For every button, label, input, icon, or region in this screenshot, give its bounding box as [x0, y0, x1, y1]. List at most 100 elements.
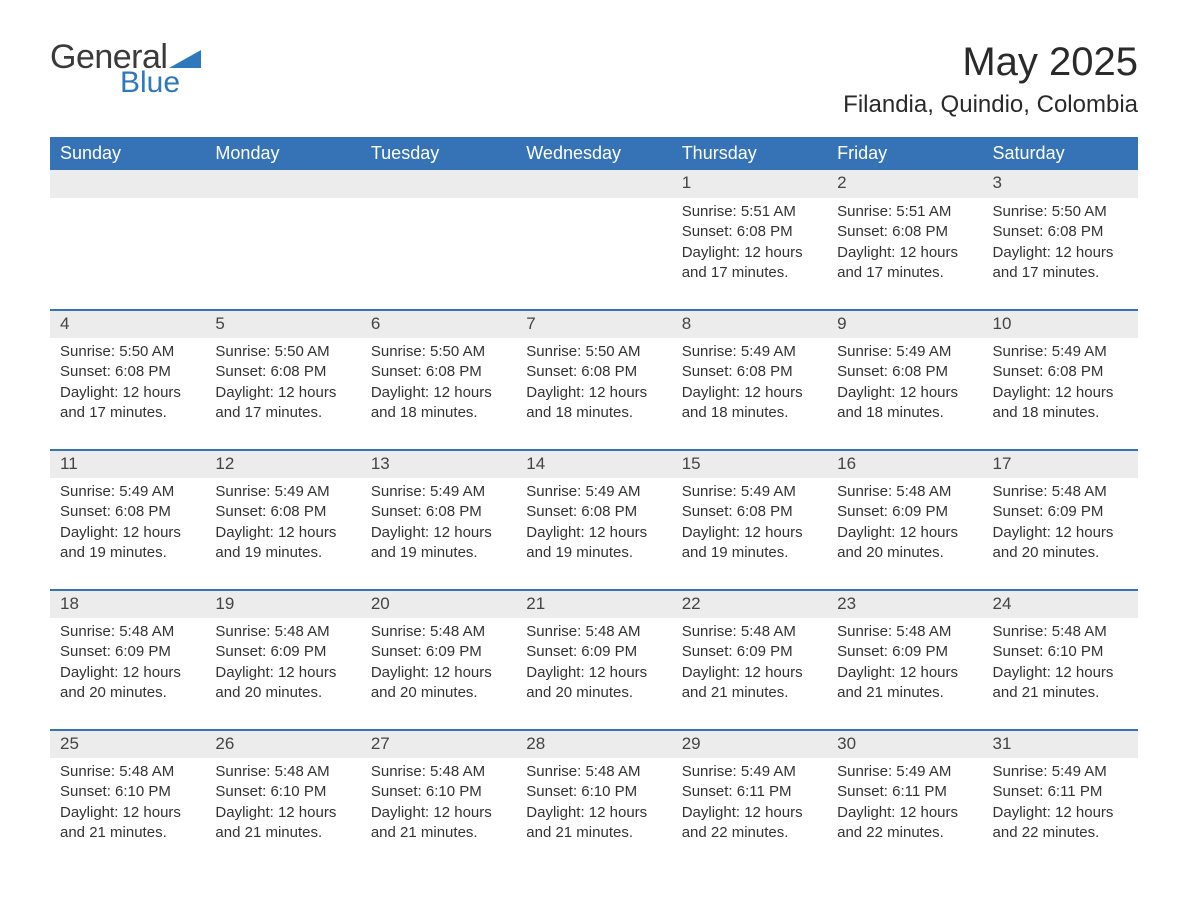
day-number-cell: 7: [516, 310, 671, 338]
daylight-text-2: and 18 minutes.: [993, 403, 1128, 423]
sunrise-text: Sunrise: 5:49 AM: [837, 762, 972, 782]
day-number-cell: 16: [827, 450, 982, 478]
sunrise-text: Sunrise: 5:49 AM: [993, 342, 1128, 362]
sunset-text: Sunset: 6:09 PM: [60, 642, 195, 662]
day-detail-cell: Sunrise: 5:48 AMSunset: 6:10 PMDaylight:…: [516, 758, 671, 870]
daylight-text-2: and 21 minutes.: [215, 823, 350, 843]
day-detail-cell: Sunrise: 5:49 AMSunset: 6:08 PMDaylight:…: [205, 478, 360, 590]
daylight-text-2: and 21 minutes.: [837, 683, 972, 703]
sunset-text: Sunset: 6:08 PM: [215, 362, 350, 382]
day-number-cell: [205, 170, 360, 198]
sunrise-text: Sunrise: 5:49 AM: [682, 342, 817, 362]
day-number-cell: [50, 170, 205, 198]
calendar-body: 123Sunrise: 5:51 AMSunset: 6:08 PMDaylig…: [50, 170, 1138, 870]
day-detail-cell: Sunrise: 5:48 AMSunset: 6:09 PMDaylight:…: [672, 618, 827, 730]
sunrise-text: Sunrise: 5:51 AM: [682, 202, 817, 222]
day-detail-cell: Sunrise: 5:48 AMSunset: 6:09 PMDaylight:…: [516, 618, 671, 730]
sunrise-text: Sunrise: 5:49 AM: [682, 762, 817, 782]
day-number-cell: 20: [361, 590, 516, 618]
sunrise-text: Sunrise: 5:49 AM: [215, 482, 350, 502]
daylight-text-2: and 21 minutes.: [526, 823, 661, 843]
sunrise-text: Sunrise: 5:50 AM: [526, 342, 661, 362]
day-number-cell: 11: [50, 450, 205, 478]
daylight-text-1: Daylight: 12 hours: [837, 803, 972, 823]
daylight-text-1: Daylight: 12 hours: [993, 803, 1128, 823]
daylight-text-2: and 18 minutes.: [371, 403, 506, 423]
sunset-text: Sunset: 6:08 PM: [526, 362, 661, 382]
day-detail-cell: Sunrise: 5:50 AMSunset: 6:08 PMDaylight:…: [983, 198, 1138, 310]
daylight-text-1: Daylight: 12 hours: [60, 663, 195, 683]
header: General Blue May 2025 Filandia, Quindio,…: [50, 40, 1138, 119]
daylight-text-2: and 19 minutes.: [682, 543, 817, 563]
daylight-text-1: Daylight: 12 hours: [371, 523, 506, 543]
day-detail-cell: Sunrise: 5:48 AMSunset: 6:09 PMDaylight:…: [827, 478, 982, 590]
day-number-cell: [361, 170, 516, 198]
sunset-text: Sunset: 6:11 PM: [837, 782, 972, 802]
day-detail-cell: Sunrise: 5:49 AMSunset: 6:11 PMDaylight:…: [827, 758, 982, 870]
sunrise-text: Sunrise: 5:48 AM: [60, 622, 195, 642]
sunrise-text: Sunrise: 5:49 AM: [837, 342, 972, 362]
daylight-text-1: Daylight: 12 hours: [993, 243, 1128, 263]
daylight-text-1: Daylight: 12 hours: [215, 523, 350, 543]
daylight-text-2: and 21 minutes.: [993, 683, 1128, 703]
day-detail-cell: Sunrise: 5:49 AMSunset: 6:08 PMDaylight:…: [983, 338, 1138, 450]
daylight-text-2: and 22 minutes.: [837, 823, 972, 843]
daylight-text-1: Daylight: 12 hours: [60, 803, 195, 823]
sunset-text: Sunset: 6:09 PM: [215, 642, 350, 662]
weekday-header: Wednesday: [516, 137, 671, 170]
daylight-text-2: and 20 minutes.: [526, 683, 661, 703]
weekday-header: Thursday: [672, 137, 827, 170]
daylight-text-2: and 20 minutes.: [215, 683, 350, 703]
daylight-text-2: and 22 minutes.: [993, 823, 1128, 843]
day-detail-cell: Sunrise: 5:48 AMSunset: 6:10 PMDaylight:…: [205, 758, 360, 870]
location: Filandia, Quindio, Colombia: [843, 91, 1138, 119]
day-detail-cell: Sunrise: 5:48 AMSunset: 6:09 PMDaylight:…: [205, 618, 360, 730]
day-number-cell: 30: [827, 730, 982, 758]
daylight-text-1: Daylight: 12 hours: [215, 803, 350, 823]
sunset-text: Sunset: 6:08 PM: [371, 502, 506, 522]
daylight-text-1: Daylight: 12 hours: [837, 523, 972, 543]
day-detail-cell: Sunrise: 5:49 AMSunset: 6:08 PMDaylight:…: [516, 478, 671, 590]
weekday-header: Saturday: [983, 137, 1138, 170]
daylight-text-1: Daylight: 12 hours: [371, 663, 506, 683]
sunrise-text: Sunrise: 5:51 AM: [837, 202, 972, 222]
day-detail-cell: Sunrise: 5:48 AMSunset: 6:09 PMDaylight:…: [361, 618, 516, 730]
day-detail-cell: Sunrise: 5:48 AMSunset: 6:10 PMDaylight:…: [50, 758, 205, 870]
daylight-text-1: Daylight: 12 hours: [526, 663, 661, 683]
sunrise-text: Sunrise: 5:48 AM: [993, 622, 1128, 642]
day-number-cell: 13: [361, 450, 516, 478]
daylight-text-2: and 17 minutes.: [682, 263, 817, 283]
daylight-text-2: and 20 minutes.: [60, 683, 195, 703]
daylight-text-2: and 21 minutes.: [371, 823, 506, 843]
daylight-text-2: and 20 minutes.: [371, 683, 506, 703]
day-detail-cell: Sunrise: 5:48 AMSunset: 6:10 PMDaylight:…: [361, 758, 516, 870]
daylight-text-2: and 18 minutes.: [526, 403, 661, 423]
title-block: May 2025 Filandia, Quindio, Colombia: [843, 40, 1138, 119]
sunset-text: Sunset: 6:08 PM: [682, 502, 817, 522]
day-number-cell: 29: [672, 730, 827, 758]
daylight-text-2: and 22 minutes.: [682, 823, 817, 843]
day-detail-cell: [205, 198, 360, 310]
sunrise-text: Sunrise: 5:48 AM: [215, 762, 350, 782]
sunrise-text: Sunrise: 5:48 AM: [526, 762, 661, 782]
sunset-text: Sunset: 6:09 PM: [682, 642, 817, 662]
sunset-text: Sunset: 6:11 PM: [993, 782, 1128, 802]
day-number-cell: 5: [205, 310, 360, 338]
sunrise-text: Sunrise: 5:50 AM: [371, 342, 506, 362]
day-detail-cell: Sunrise: 5:49 AMSunset: 6:11 PMDaylight:…: [983, 758, 1138, 870]
day-detail-cell: Sunrise: 5:51 AMSunset: 6:08 PMDaylight:…: [672, 198, 827, 310]
sunset-text: Sunset: 6:08 PM: [60, 502, 195, 522]
day-detail-cell: Sunrise: 5:49 AMSunset: 6:08 PMDaylight:…: [672, 338, 827, 450]
daylight-text-1: Daylight: 12 hours: [993, 663, 1128, 683]
sunrise-text: Sunrise: 5:48 AM: [60, 762, 195, 782]
logo: General Blue: [50, 40, 201, 98]
sunset-text: Sunset: 6:08 PM: [993, 362, 1128, 382]
daylight-text-1: Daylight: 12 hours: [526, 803, 661, 823]
day-detail-cell: Sunrise: 5:49 AMSunset: 6:11 PMDaylight:…: [672, 758, 827, 870]
sunrise-text: Sunrise: 5:50 AM: [215, 342, 350, 362]
sunrise-text: Sunrise: 5:48 AM: [837, 622, 972, 642]
month-title: May 2025: [843, 40, 1138, 85]
sunrise-text: Sunrise: 5:49 AM: [993, 762, 1128, 782]
daylight-text-1: Daylight: 12 hours: [371, 383, 506, 403]
day-number-cell: 14: [516, 450, 671, 478]
